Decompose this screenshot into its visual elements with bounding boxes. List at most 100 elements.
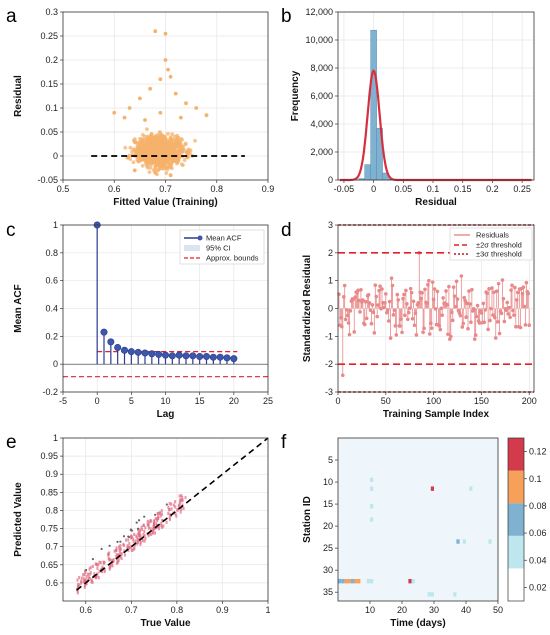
data-point: [140, 139, 145, 144]
x-tick-label: 0.1: [427, 184, 440, 194]
residual-point: [512, 313, 516, 317]
prediction-point: [179, 500, 182, 504]
data-point: [131, 160, 136, 165]
y-tick-label: 15: [323, 499, 333, 509]
panel-label: a: [6, 6, 17, 27]
panel-label: d: [281, 220, 292, 241]
heatmap-cell: [347, 578, 351, 584]
prediction-point: [119, 547, 122, 551]
prediction-point: [136, 539, 139, 543]
prediction-point: [80, 576, 83, 580]
x-tick-label: 0: [335, 396, 340, 406]
y-tick-label: 0.2: [45, 55, 58, 65]
data-point: [137, 158, 142, 163]
residual-point: [356, 288, 360, 293]
data-point: [136, 141, 141, 146]
data-point: [145, 127, 149, 132]
residual-point: [396, 298, 401, 302]
y-axis-label: Frequency: [290, 70, 301, 121]
residual-point: [435, 289, 440, 294]
acf-marker: [209, 353, 217, 361]
prediction-point: [127, 545, 130, 549]
acf-marker: [114, 343, 122, 351]
data-point: [175, 156, 180, 161]
prediction-point: [78, 583, 81, 587]
residual-point: [446, 332, 450, 337]
prediction-point: [88, 572, 91, 576]
prediction-point: [111, 564, 114, 568]
colorbar-tick-label: 0.06: [529, 528, 547, 538]
prediction-point: [116, 553, 119, 557]
data-point: [162, 134, 167, 139]
residual-point: [497, 331, 502, 336]
prediction-point: [123, 553, 126, 557]
y-tick-label: 0.8: [45, 505, 58, 515]
prediction-point: [85, 581, 88, 586]
data-point: [138, 149, 143, 154]
y-tick-label: 0: [328, 175, 333, 185]
prediction-point: [149, 519, 152, 523]
heatmap-cell: [427, 592, 431, 597]
prediction-point: [101, 565, 104, 569]
data-point: [164, 156, 168, 161]
prediction-outlier: [122, 535, 126, 538]
colorbar-tick-label: 0.04: [529, 555, 547, 565]
residual-point: [483, 308, 488, 312]
prediction-point: [156, 518, 159, 523]
x-tick-label: 10: [160, 396, 170, 406]
acf-marker: [134, 348, 142, 356]
residual-point: [458, 313, 463, 318]
data-point: [132, 139, 137, 144]
outlier-point: [158, 110, 163, 115]
y-tick-label: 0: [53, 359, 58, 369]
residual-point: [473, 333, 478, 337]
residual-point: [422, 326, 426, 331]
residual-point: [408, 286, 413, 291]
residual-point: [374, 294, 379, 299]
heatmap-cell: [453, 592, 457, 597]
prediction-point: [170, 502, 173, 506]
prediction-outlier: [85, 568, 88, 572]
prediction-point: [76, 578, 79, 582]
colorbar-tick-label: 0.02: [529, 582, 547, 592]
y-tick-label: 3: [328, 220, 333, 230]
residual-point: [522, 304, 527, 309]
panel-d: 0 50 100 150 200 -3 -2 -1 0 1 2 3 Training Sample In…: [281, 220, 537, 420]
prediction-point: [138, 528, 141, 532]
acf-marker: [162, 351, 170, 359]
residual-point: [405, 302, 409, 306]
prediction-point: [162, 524, 165, 528]
data-point: [150, 138, 155, 143]
prediction-point: [87, 572, 90, 576]
residual-point: [500, 278, 505, 282]
residual-point: [462, 295, 467, 300]
prediction-point: [115, 553, 118, 557]
residual-point: [366, 292, 371, 297]
residual-point: [358, 310, 362, 314]
heatmap-cell: [370, 578, 374, 584]
y-tick-label: 35: [323, 587, 333, 597]
x-axis-label: Time (days): [390, 618, 445, 629]
prediction-point: [142, 523, 145, 528]
prediction-point: [125, 538, 128, 542]
prediction-point: [95, 562, 98, 566]
acf-marker: [107, 338, 115, 346]
residual-point: [499, 311, 504, 316]
data-point: [147, 170, 152, 174]
residual-point: [387, 299, 392, 304]
prediction-point: [76, 589, 79, 593]
prediction-point: [76, 583, 79, 587]
residual-point: [513, 285, 517, 290]
residual-point: [460, 325, 465, 329]
residual-point: [527, 323, 532, 328]
data-point: [158, 140, 163, 145]
y-axis-label: Mean ACF: [13, 284, 24, 333]
data-point: [164, 171, 169, 175]
residual-point: [524, 280, 529, 285]
panel-c: -5 0 5 10 15 20 25 -0.2 0 0.2 0.4 0.6 0.8 1 Lag Mean AC…: [6, 220, 273, 420]
data-point: [123, 145, 128, 150]
prediction-outlier: [143, 515, 146, 518]
residual-point: [352, 330, 357, 334]
residual-point: [445, 302, 449, 307]
prediction-point: [138, 536, 141, 540]
